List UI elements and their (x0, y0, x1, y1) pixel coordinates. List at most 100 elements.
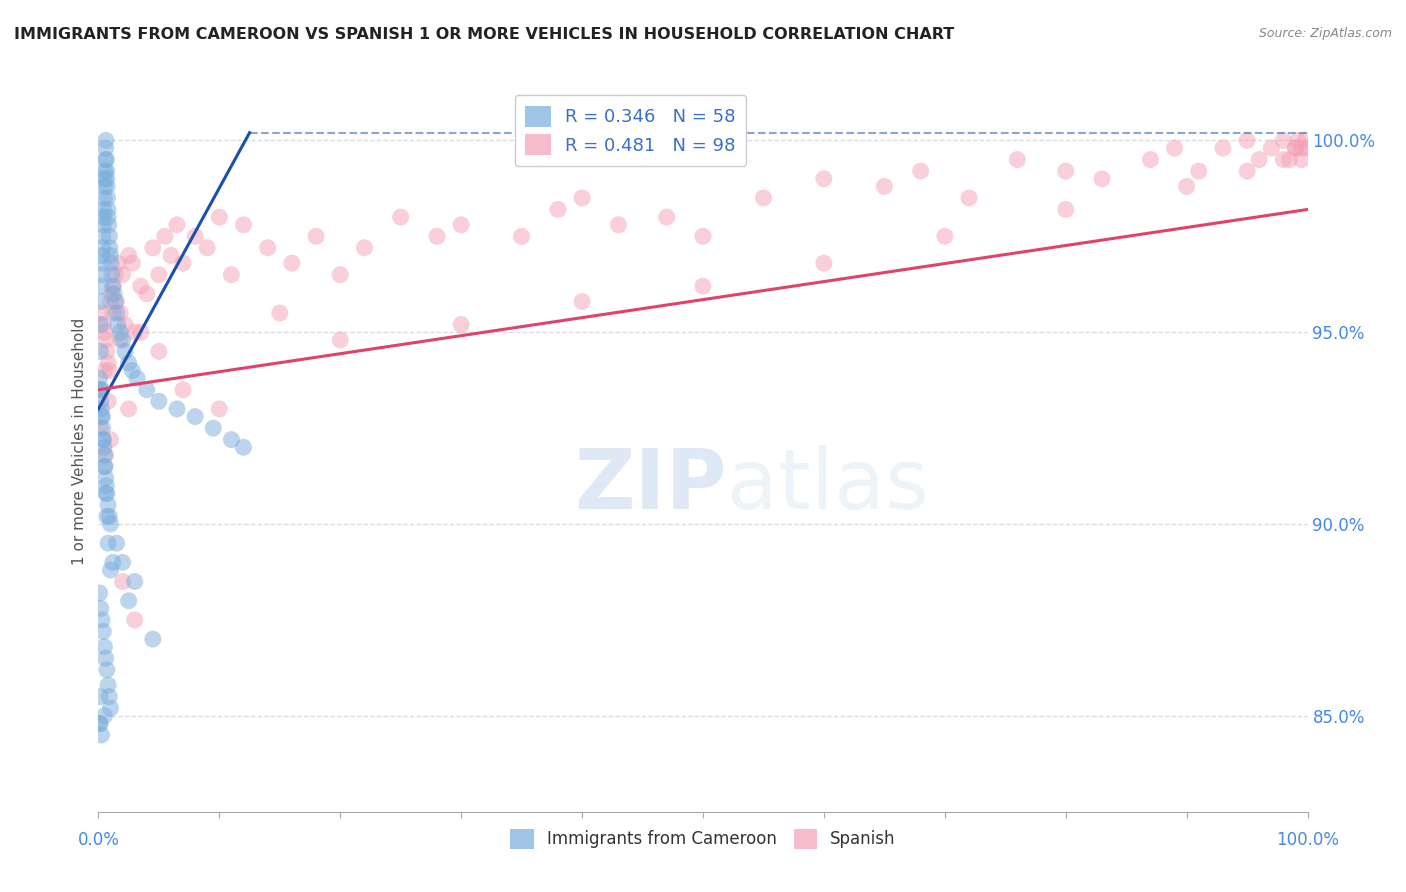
Point (93, 210, 115, 224)
Point (118, 401, 141, 416)
Point (103, 286, 125, 301)
Point (957, 191, 980, 205)
Point (94, 164, 117, 178)
Point (96, 486, 118, 500)
Point (94, 471, 117, 485)
Point (89, 371, 111, 385)
Point (91, 433, 114, 447)
Point (93, 191, 115, 205)
Point (1188, 164, 1211, 178)
Point (98, 241, 121, 255)
Point (90, 279, 112, 293)
Point (450, 218, 472, 232)
Point (97, 678, 120, 692)
Point (89, 690, 111, 704)
Point (353, 241, 375, 255)
Point (118, 248, 141, 262)
Point (100, 256, 122, 270)
Point (1175, 179, 1198, 194)
Point (94, 141, 117, 155)
Point (1286, 133, 1309, 147)
Point (101, 555, 124, 569)
Point (96, 153, 118, 167)
Point (89, 344, 111, 359)
Point (1236, 133, 1258, 147)
Point (91, 421, 114, 435)
Text: atlas: atlas (727, 445, 929, 526)
Point (655, 210, 678, 224)
Point (1272, 133, 1295, 147)
Point (426, 229, 449, 244)
Point (101, 279, 124, 293)
Point (90, 401, 112, 416)
Point (93, 179, 115, 194)
Point (329, 333, 352, 347)
Point (1249, 153, 1271, 167)
Point (1054, 164, 1077, 178)
Point (142, 632, 165, 646)
Point (172, 256, 194, 270)
Point (148, 344, 170, 359)
Point (108, 333, 131, 347)
Point (510, 229, 533, 244)
Point (90, 383, 112, 397)
Point (142, 241, 165, 255)
Point (89, 383, 111, 397)
Point (269, 306, 291, 320)
Point (148, 394, 170, 409)
Point (547, 202, 569, 217)
Point (93, 325, 115, 339)
Point (97, 498, 120, 512)
Point (96, 171, 118, 186)
Point (97, 210, 120, 224)
Point (93, 171, 115, 186)
Point (111, 268, 134, 282)
Point (108, 306, 131, 320)
Point (100, 286, 122, 301)
Point (692, 279, 714, 293)
Point (98, 363, 121, 377)
Point (91, 256, 114, 270)
Point (108, 325, 131, 339)
Point (91, 241, 114, 255)
Point (105, 306, 128, 320)
Point (100, 248, 122, 262)
Point (1272, 153, 1295, 167)
Point (107, 256, 129, 270)
Point (100, 268, 122, 282)
Point (118, 593, 141, 607)
Point (873, 179, 896, 194)
Point (910, 164, 932, 178)
Point (166, 218, 188, 232)
Point (107, 318, 129, 332)
Point (221, 433, 243, 447)
Point (692, 229, 714, 244)
Point (91, 218, 114, 232)
Point (184, 229, 207, 244)
Point (97, 536, 120, 550)
Point (111, 333, 134, 347)
Point (1284, 141, 1306, 155)
Point (90, 294, 112, 309)
Point (305, 229, 328, 244)
Text: Source: ZipAtlas.com: Source: ZipAtlas.com (1258, 27, 1392, 40)
Legend: Immigrants from Cameroon, Spanish: Immigrants from Cameroon, Spanish (503, 822, 903, 855)
Point (752, 191, 775, 205)
Point (208, 401, 231, 416)
Point (90, 728, 112, 742)
Point (104, 268, 127, 282)
Point (571, 294, 593, 309)
Point (571, 191, 593, 205)
Point (1139, 153, 1161, 167)
Point (195, 241, 218, 255)
Point (1007, 153, 1029, 167)
Point (118, 356, 141, 370)
Point (91, 613, 114, 627)
Text: IMMIGRANTS FROM CAMEROON VS SPANISH 1 OR MORE VEHICLES IN HOUSEHOLD CORRELATION : IMMIGRANTS FROM CAMEROON VS SPANISH 1 OR… (14, 27, 955, 42)
Point (1291, 141, 1313, 155)
Point (89, 421, 111, 435)
Point (91, 433, 114, 447)
Point (91, 409, 114, 424)
Point (90, 394, 112, 409)
Point (93, 459, 115, 474)
